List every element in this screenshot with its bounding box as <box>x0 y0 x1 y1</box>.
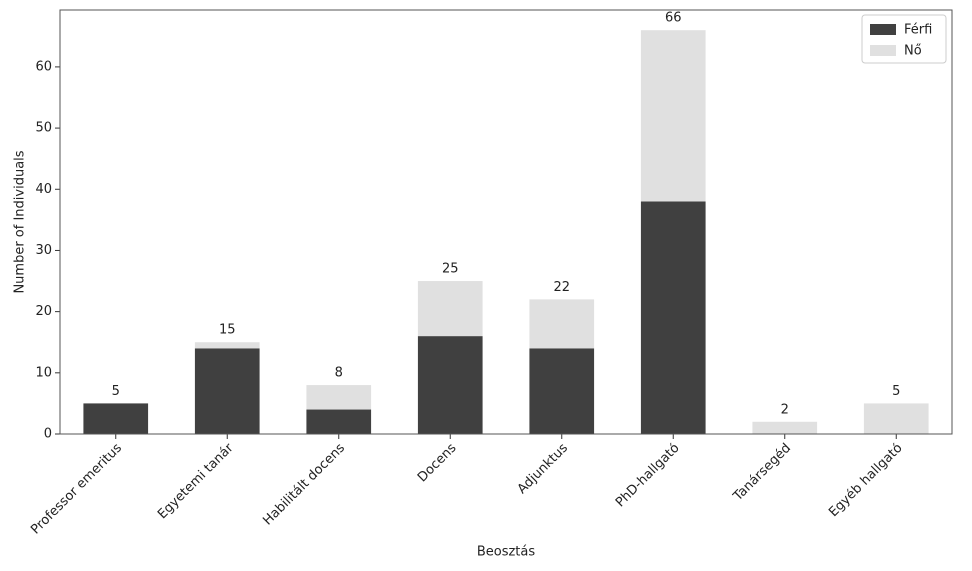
x-axis-label: Beosztás <box>477 545 536 560</box>
total-label: 66 <box>665 11 682 26</box>
x-tick-label: Docens <box>415 441 460 486</box>
total-label: 15 <box>219 323 236 338</box>
legend-swatch <box>870 45 896 56</box>
bar-segment <box>417 336 483 434</box>
y-axis-label: Number of Individuals <box>13 150 28 293</box>
x-tick-label: Egyetemi tanár <box>155 440 237 522</box>
bar-segment <box>83 403 149 434</box>
bar-segment <box>194 348 260 434</box>
total-label: 5 <box>892 384 900 399</box>
plot-frame <box>59 9 953 435</box>
x-tick-label: Tanársegéd <box>730 441 794 505</box>
y-tick-label: 60 <box>35 59 52 74</box>
total-label: 8 <box>335 366 343 381</box>
bar-segment <box>640 201 706 434</box>
bar-segment <box>306 409 372 434</box>
total-label: 25 <box>442 262 459 277</box>
bar-segment <box>529 348 595 434</box>
y-tick-label: 0 <box>44 427 52 442</box>
bar-segment <box>863 403 929 434</box>
legend-label: Nő <box>904 44 922 59</box>
x-tick-label: Habilitált docens <box>260 441 348 529</box>
legend-label: Férfi <box>904 23 932 38</box>
bar-segment <box>529 299 595 349</box>
total-label: 22 <box>553 280 570 295</box>
x-tick-label: Egyéb hallgató <box>826 441 905 520</box>
y-tick-label: 30 <box>35 243 52 258</box>
bar-segment <box>640 30 706 202</box>
x-tick-label: Adjunktus <box>515 441 571 497</box>
y-tick-label: 40 <box>35 182 52 197</box>
legend-swatch <box>870 24 896 35</box>
bar-segment <box>417 281 483 337</box>
total-label: 5 <box>112 384 120 399</box>
bar-segment <box>752 421 818 434</box>
y-tick-label: 20 <box>35 304 52 319</box>
bar-segment <box>306 385 372 410</box>
total-label: 2 <box>781 402 789 417</box>
bar-segment <box>194 342 260 349</box>
y-tick-label: 50 <box>35 121 52 136</box>
x-tick-label: Professor emeritus <box>28 441 125 538</box>
x-tick-label: PhD-hallgató <box>613 441 683 511</box>
y-tick-label: 10 <box>35 365 52 380</box>
